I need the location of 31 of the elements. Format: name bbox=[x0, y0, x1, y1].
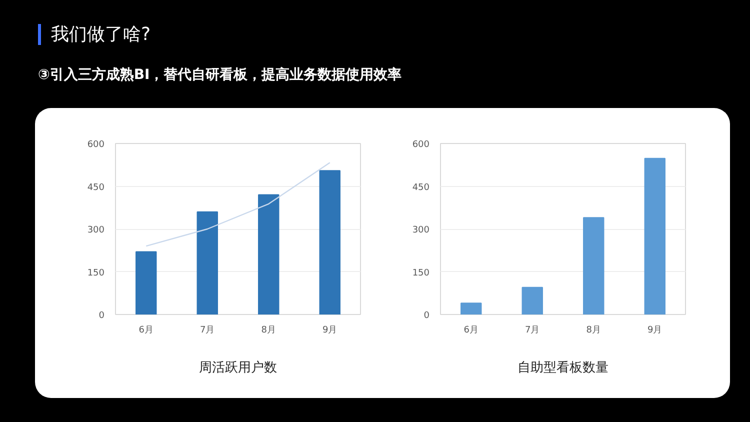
x-axis-title: 自助型看板数量 bbox=[518, 360, 608, 376]
bar bbox=[196, 211, 218, 314]
bar bbox=[258, 194, 280, 314]
x-tick-label: 9月 bbox=[648, 326, 662, 336]
y-tick-label: 300 bbox=[87, 226, 105, 236]
x-tick-label: 8月 bbox=[261, 326, 276, 336]
y-tick-label: 0 bbox=[424, 311, 430, 321]
x-tick-label: 8月 bbox=[586, 326, 601, 336]
y-tick-label: 0 bbox=[98, 311, 105, 321]
bar bbox=[583, 217, 604, 314]
y-tick-label: 450 bbox=[412, 182, 430, 193]
x-tick-label: 6月 bbox=[138, 326, 154, 336]
x-tick-label: 7月 bbox=[525, 326, 540, 336]
y-tick-label: 600 bbox=[87, 140, 105, 150]
chart-title: 我们做了啥? bbox=[38, 24, 151, 45]
line-series bbox=[146, 162, 330, 247]
bar bbox=[522, 286, 543, 314]
bar bbox=[644, 158, 666, 314]
bar bbox=[319, 170, 340, 314]
y-tick-label: 300 bbox=[412, 226, 430, 236]
y-tick-label: 150 bbox=[87, 268, 105, 278]
x-axis-title: 周活跃用户数 bbox=[199, 360, 277, 376]
x-tick-label: 9月 bbox=[322, 326, 338, 336]
y-tick-label: 600 bbox=[412, 140, 430, 150]
bar bbox=[460, 302, 482, 314]
chart-subtitle: ③引入三方成熟BI，替代自研看板，提高业务数据使用效率 bbox=[38, 66, 402, 85]
x-tick-label: 6月 bbox=[464, 326, 478, 336]
bar bbox=[136, 251, 157, 314]
y-tick-label: 450 bbox=[87, 182, 105, 193]
x-tick-label: 7月 bbox=[200, 326, 215, 336]
y-tick-label: 150 bbox=[412, 268, 430, 278]
